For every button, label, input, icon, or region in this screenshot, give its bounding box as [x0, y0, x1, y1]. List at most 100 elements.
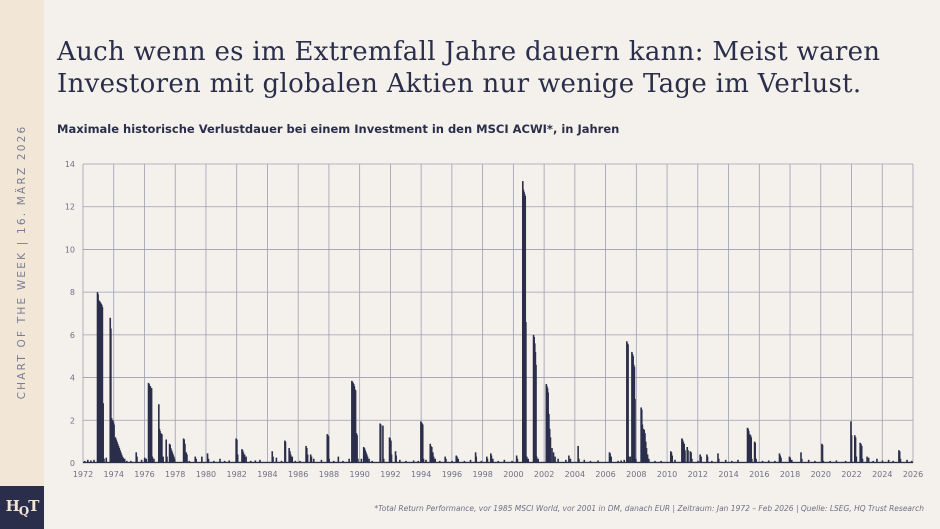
data-bar — [486, 458, 489, 463]
data-bar — [110, 328, 112, 463]
data-bar — [90, 460, 92, 463]
x-tick-label: 2012 — [688, 470, 708, 479]
data-bar — [850, 435, 853, 463]
data-bar — [748, 434, 751, 463]
data-bar — [320, 459, 323, 463]
data-bar — [706, 456, 709, 463]
data-bar — [569, 458, 572, 463]
data-bar — [431, 446, 433, 463]
data-bar — [737, 459, 739, 463]
data-bar — [162, 456, 164, 463]
x-tick-label: 2004 — [565, 470, 585, 479]
data-bar — [140, 459, 143, 463]
data-bar — [395, 455, 397, 463]
data-bar — [623, 459, 626, 463]
data-bar — [291, 456, 294, 463]
data-bar — [153, 458, 155, 463]
data-bar — [800, 458, 803, 463]
data-bar — [568, 455, 570, 463]
data-bar — [578, 458, 580, 463]
data-bar — [867, 457, 870, 463]
data-bar — [469, 459, 472, 463]
data-bar — [173, 458, 176, 463]
x-tick-label: 1978 — [165, 470, 185, 479]
x-tick-label: 1986 — [288, 470, 308, 479]
data-bar — [887, 459, 890, 463]
data-bar — [475, 456, 478, 463]
x-tick-label: 1980 — [196, 470, 216, 479]
data-bar — [646, 454, 649, 463]
data-bar — [390, 454, 393, 463]
data-bar — [432, 456, 435, 463]
data-bar — [645, 448, 648, 463]
data-bar — [289, 454, 292, 463]
data-bar — [835, 460, 838, 463]
page-title: Auch wenn es im Extremfall Jahre dauern … — [57, 37, 881, 99]
data-bar — [122, 457, 124, 463]
data-bar — [790, 459, 793, 463]
data-bar — [421, 424, 424, 463]
data-bar — [360, 458, 363, 463]
data-bar — [206, 453, 209, 463]
data-bar — [691, 458, 693, 463]
data-bar — [101, 307, 104, 463]
x-tick-label: 1990 — [349, 470, 369, 479]
data-bar — [143, 457, 146, 463]
x-tick-label: 2000 — [503, 470, 523, 479]
data-bar — [552, 452, 555, 463]
data-bar — [328, 458, 330, 463]
data-bar — [195, 458, 197, 463]
y-tick-label: 12 — [65, 203, 75, 212]
data-bar — [620, 460, 622, 463]
data-bar — [684, 450, 686, 463]
x-tick-label: 1974 — [104, 470, 124, 479]
chart-subtitle: Maximale historische Verlustdauer bei ei… — [57, 122, 620, 136]
data-bar — [201, 456, 203, 463]
data-bar — [136, 456, 138, 463]
x-tick-label: 2024 — [872, 470, 892, 479]
x-tick-label: 1992 — [380, 470, 400, 479]
x-tick-label: 2026 — [903, 470, 923, 479]
data-bar — [219, 458, 221, 463]
x-tick-label: 2006 — [595, 470, 615, 479]
data-bar — [700, 456, 702, 463]
x-tick-label: 2022 — [841, 470, 861, 479]
data-bar — [881, 460, 884, 463]
data-bar — [161, 434, 163, 463]
data-bar — [535, 456, 538, 463]
data-bar — [767, 460, 770, 463]
data-bar — [747, 430, 750, 463]
data-bar — [348, 458, 350, 463]
data-bar — [717, 453, 719, 463]
sidebar-band — [0, 0, 44, 529]
data-bar — [854, 437, 857, 463]
data-bar — [87, 459, 89, 463]
x-tick-label: 1984 — [257, 470, 277, 479]
y-tick-label: 14 — [65, 160, 75, 169]
data-bar — [207, 458, 210, 463]
data-bar — [527, 458, 529, 463]
data-bar — [490, 455, 493, 463]
x-tick-label: 2016 — [749, 470, 769, 479]
data-bar — [648, 458, 650, 463]
data-bar — [583, 459, 586, 463]
data-bar — [866, 456, 868, 463]
data-bar — [906, 459, 908, 463]
data-bar — [750, 437, 752, 463]
x-tick-label: 1996 — [442, 470, 462, 479]
data-bar — [160, 433, 162, 463]
data-bar — [259, 459, 261, 463]
data-bar — [682, 441, 685, 463]
x-tick-label: 1972 — [73, 470, 93, 479]
data-bar — [807, 459, 810, 463]
data-bar — [103, 458, 105, 463]
data-bar — [503, 459, 506, 463]
data-bar — [186, 454, 188, 463]
data-bar — [150, 388, 153, 463]
x-tick-label: 2014 — [718, 470, 738, 479]
data-bar — [354, 390, 357, 463]
data-bar — [577, 445, 579, 463]
data-bar — [236, 439, 238, 463]
data-bar — [551, 448, 553, 463]
data-bar — [337, 456, 340, 463]
